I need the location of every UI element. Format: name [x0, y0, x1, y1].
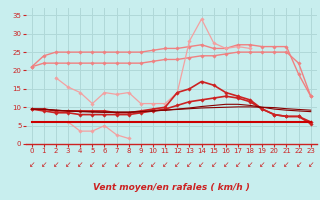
Text: ↙: ↙ — [53, 160, 59, 170]
Text: ↙: ↙ — [138, 160, 144, 170]
Text: ↙: ↙ — [150, 160, 156, 170]
Text: ↙: ↙ — [28, 160, 35, 170]
Text: ↙: ↙ — [283, 160, 290, 170]
Text: ↙: ↙ — [162, 160, 168, 170]
Text: ↙: ↙ — [65, 160, 71, 170]
Text: ↙: ↙ — [308, 160, 314, 170]
Text: Vent moyen/en rafales ( km/h ): Vent moyen/en rafales ( km/h ) — [93, 183, 250, 192]
Text: ↙: ↙ — [101, 160, 108, 170]
Text: ↙: ↙ — [295, 160, 302, 170]
Text: ↙: ↙ — [113, 160, 120, 170]
Text: ↙: ↙ — [77, 160, 84, 170]
Text: ↙: ↙ — [186, 160, 193, 170]
Text: ↙: ↙ — [174, 160, 180, 170]
Text: ↙: ↙ — [198, 160, 205, 170]
Text: ↙: ↙ — [89, 160, 96, 170]
Text: ↙: ↙ — [247, 160, 253, 170]
Text: ↙: ↙ — [223, 160, 229, 170]
Text: ↙: ↙ — [41, 160, 47, 170]
Text: ↙: ↙ — [211, 160, 217, 170]
Text: ↙: ↙ — [259, 160, 265, 170]
Text: ↙: ↙ — [271, 160, 277, 170]
Text: ↙: ↙ — [125, 160, 132, 170]
Text: ↙: ↙ — [235, 160, 241, 170]
